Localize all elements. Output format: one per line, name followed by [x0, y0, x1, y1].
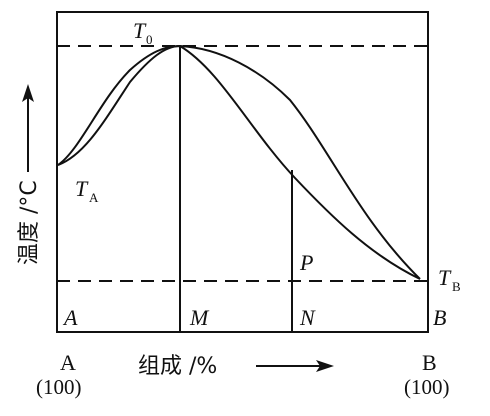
y-axis-arrow-head: [22, 84, 34, 102]
label-T0-sub: 0: [146, 32, 153, 47]
plot-frame: [56, 11, 429, 333]
x-axis-arrow-head: [316, 360, 334, 372]
x-end-B-value: (100): [404, 375, 450, 399]
bottom-marker-N: N: [299, 305, 316, 330]
x-end-A-name: A: [60, 350, 76, 375]
x-axis-label: 组成 /%: [138, 354, 217, 379]
label-TA: T: [75, 176, 89, 201]
bottom-marker-M: M: [189, 305, 210, 330]
lower-curve: [57, 44, 421, 280]
bottom-marker-A: A: [62, 305, 78, 330]
x-end-B-name: B: [422, 350, 437, 375]
y-axis-label: 温度 /°C: [17, 180, 42, 265]
label-P: P: [299, 250, 313, 275]
label-TB-sub: B: [452, 279, 461, 294]
x-end-A-value: (100): [36, 375, 82, 399]
upper-curve: [57, 44, 421, 280]
label-TA-sub: A: [89, 190, 99, 205]
bottom-marker-B: B: [433, 305, 446, 330]
label-TB: T: [438, 265, 452, 290]
label-T0: T: [133, 18, 147, 43]
